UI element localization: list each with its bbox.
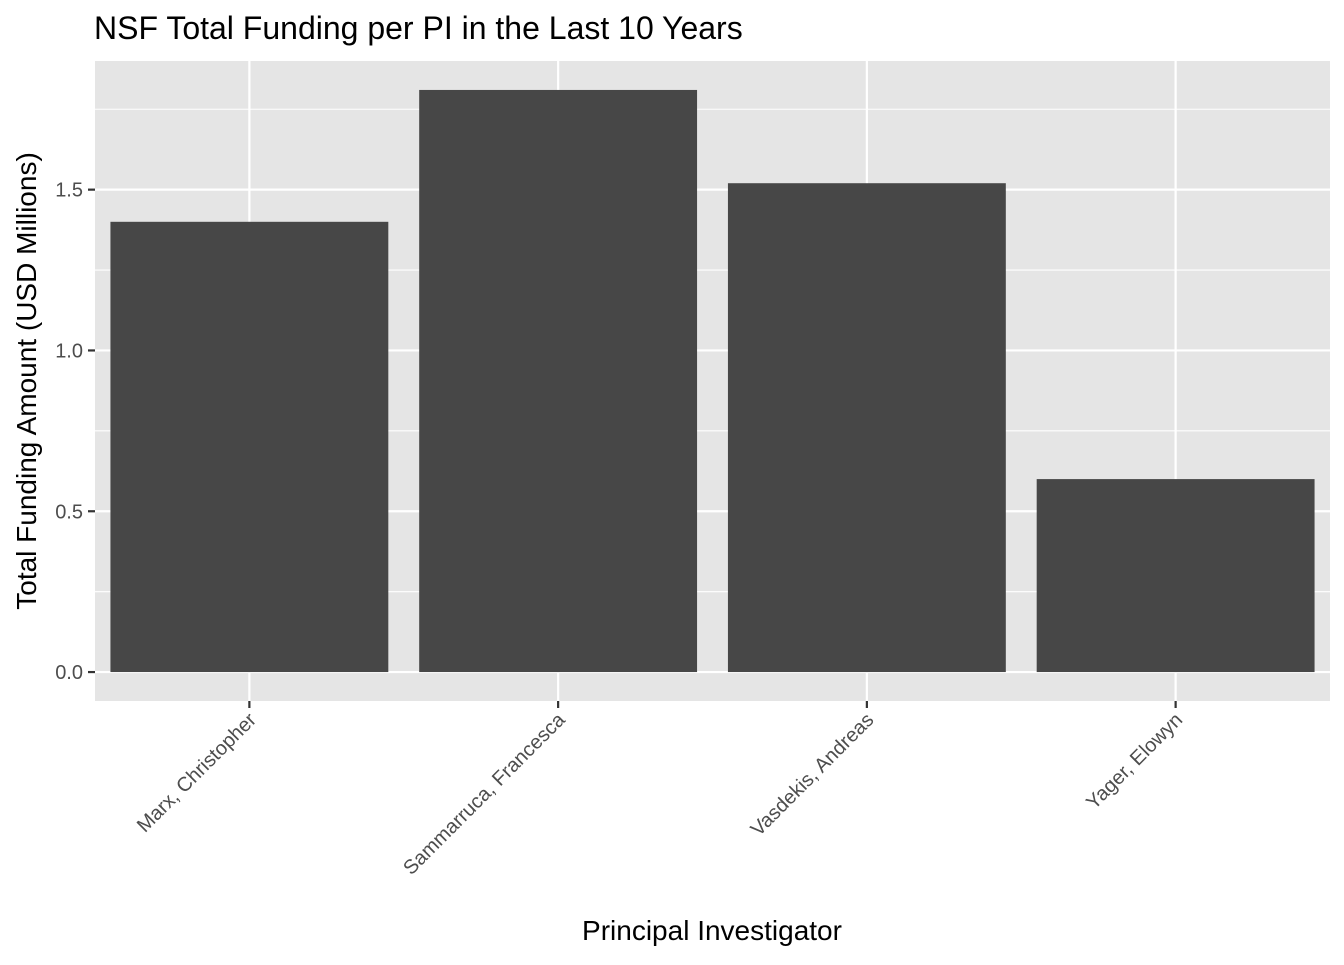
x-tick-label: Sammarruca, Francesca <box>399 708 570 879</box>
y-tick-label: 0.0 <box>55 662 83 684</box>
x-axis: Marx, Christopher Sammarruca, Francesca Va… <box>133 701 1187 879</box>
x-axis-title: Principal Investigator <box>582 915 842 946</box>
y-tick-label: 1.0 <box>55 340 83 362</box>
y-axis-title: Total Funding Amount (USD Millions) <box>11 152 42 610</box>
x-tick-label: Vasdekis, Andreas <box>747 709 879 841</box>
bar <box>1036 479 1315 673</box>
bar <box>110 221 389 673</box>
bar <box>727 183 1006 673</box>
y-axis: 0.0 0.5 1.0 1.5 <box>55 180 95 684</box>
bars <box>110 89 1315 673</box>
y-tick-label: 1.5 <box>55 180 83 202</box>
x-tick-label: Yager, Elowyn <box>1082 709 1187 814</box>
chart-title: NSF Total Funding per PI in the Last 10 … <box>94 10 743 46</box>
y-tick-label: 0.5 <box>55 501 83 523</box>
bar <box>419 89 698 673</box>
x-tick-label: Marx, Christopher <box>133 709 261 837</box>
